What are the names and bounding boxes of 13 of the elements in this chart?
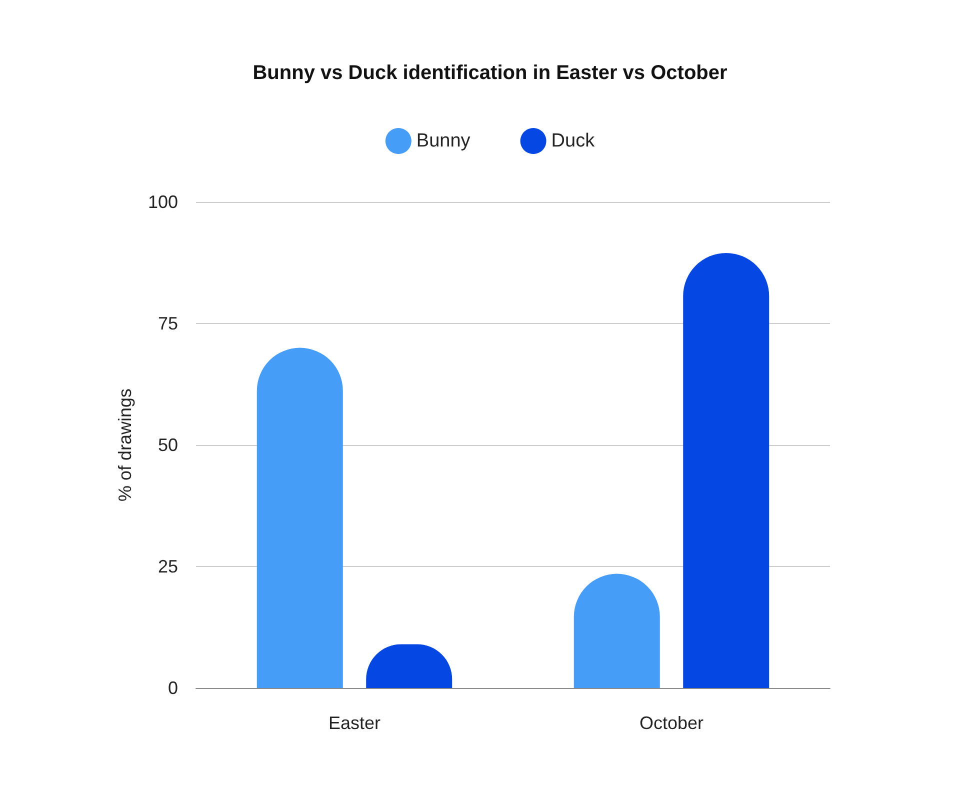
- legend-label: Duck: [551, 130, 596, 152]
- chart-title: Bunny vs Duck identification in Easter vs October: [252, 62, 728, 84]
- bar: [256, 348, 343, 688]
- y-axis-title: % of drawings: [115, 388, 135, 502]
- y-tick-label: 100: [148, 192, 178, 212]
- y-tick-label: 50: [158, 435, 178, 455]
- y-tick-label: 0: [168, 678, 178, 698]
- y-tick-label: 25: [158, 556, 178, 576]
- bar: [683, 253, 770, 688]
- x-tick-label: October: [639, 713, 704, 733]
- y-tick-label: 75: [158, 314, 178, 334]
- x-tick-label: Easter: [328, 713, 381, 733]
- legend-label: Bunny: [416, 130, 471, 152]
